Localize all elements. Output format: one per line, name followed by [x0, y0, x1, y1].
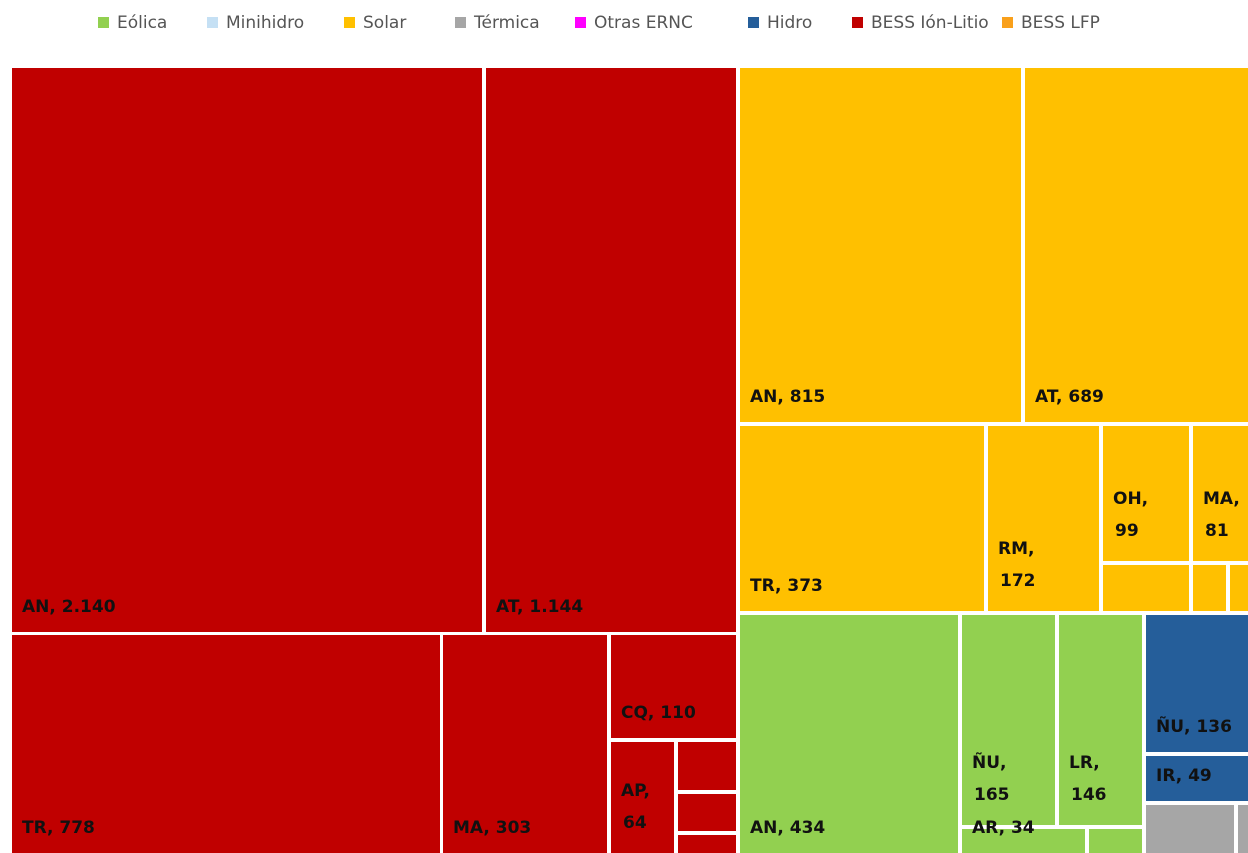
treemap-cell: [678, 742, 736, 790]
cell-label: AP, 64: [621, 781, 656, 833]
cell-label: MA, 303: [453, 818, 531, 838]
legend-label: Térmica: [473, 13, 540, 33]
treemap-cell: [988, 426, 1099, 611]
legend-swatch: [1002, 17, 1013, 28]
legend-swatch: [98, 17, 109, 28]
treemap-cell: [1146, 805, 1234, 853]
treemap-cell: [12, 68, 482, 632]
cell-label: AN, 815: [750, 387, 825, 407]
legend-label: BESS LFP: [1021, 13, 1100, 33]
cell-label: AR, 34: [972, 818, 1035, 838]
legend-label: Hidro: [767, 13, 812, 33]
legend-swatch: [207, 17, 218, 28]
treemap-cell: [1230, 565, 1248, 611]
cell-label: AT, 689: [1035, 387, 1104, 407]
treemap-cell: [443, 635, 607, 853]
treemap-cell: [1025, 68, 1248, 422]
legend-label: Eólica: [117, 13, 167, 33]
cell-label: TR, 778: [22, 818, 95, 838]
legend-label: Solar: [363, 13, 406, 33]
treemap-cell: [740, 68, 1021, 422]
legend-label: Minihidro: [226, 13, 304, 33]
treemap-cell: [611, 635, 736, 738]
treemap-cell: [962, 615, 1055, 825]
treemap-cell: [12, 635, 440, 853]
treemap-cell: [678, 794, 736, 831]
treemap-cell: [1146, 615, 1248, 752]
treemap-cell: [1089, 829, 1142, 853]
legend-label: Otras ERNC: [594, 13, 693, 33]
cell-label: AN, 434: [750, 818, 825, 838]
cell-label: IR, 49: [1156, 766, 1212, 786]
legend-swatch: [575, 17, 586, 28]
treemap-cell: [1103, 426, 1189, 561]
cell-label: CQ, 110: [621, 703, 696, 723]
cell-label: RM, 172: [998, 539, 1040, 591]
legend-swatch: [852, 17, 863, 28]
cell-label: LR, 146: [1069, 753, 1107, 805]
cell-label: ÑU, 136: [1156, 714, 1232, 737]
cell-label: ÑU, 165: [972, 750, 1012, 805]
treemap-cell: [486, 68, 736, 632]
cell-label: MA, 81: [1203, 489, 1246, 541]
treemap-cell: [611, 742, 674, 853]
legend-label: BESS Ión-Litio: [871, 13, 989, 33]
legend-swatch: [344, 17, 355, 28]
treemap-cell: [1059, 615, 1142, 825]
cell-label: TR, 373: [750, 576, 823, 596]
cell-label: AN, 2.140: [22, 597, 116, 617]
treemap-cell: [1146, 756, 1248, 801]
treemap-cell: [962, 829, 1085, 853]
treemap-cell: [1193, 565, 1226, 611]
treemap-cell: [1193, 426, 1248, 561]
treemap-cell: [740, 615, 958, 853]
treemap-cell: [1238, 805, 1248, 853]
legend-swatch: [748, 17, 759, 28]
treemap-cell: [1103, 565, 1189, 611]
treemap-cell: [740, 426, 984, 611]
legend-swatch: [455, 17, 466, 28]
cell-label: OH, 99: [1113, 489, 1154, 541]
treemap-cell: [678, 835, 736, 853]
cell-label: AT, 1.144: [496, 597, 583, 617]
